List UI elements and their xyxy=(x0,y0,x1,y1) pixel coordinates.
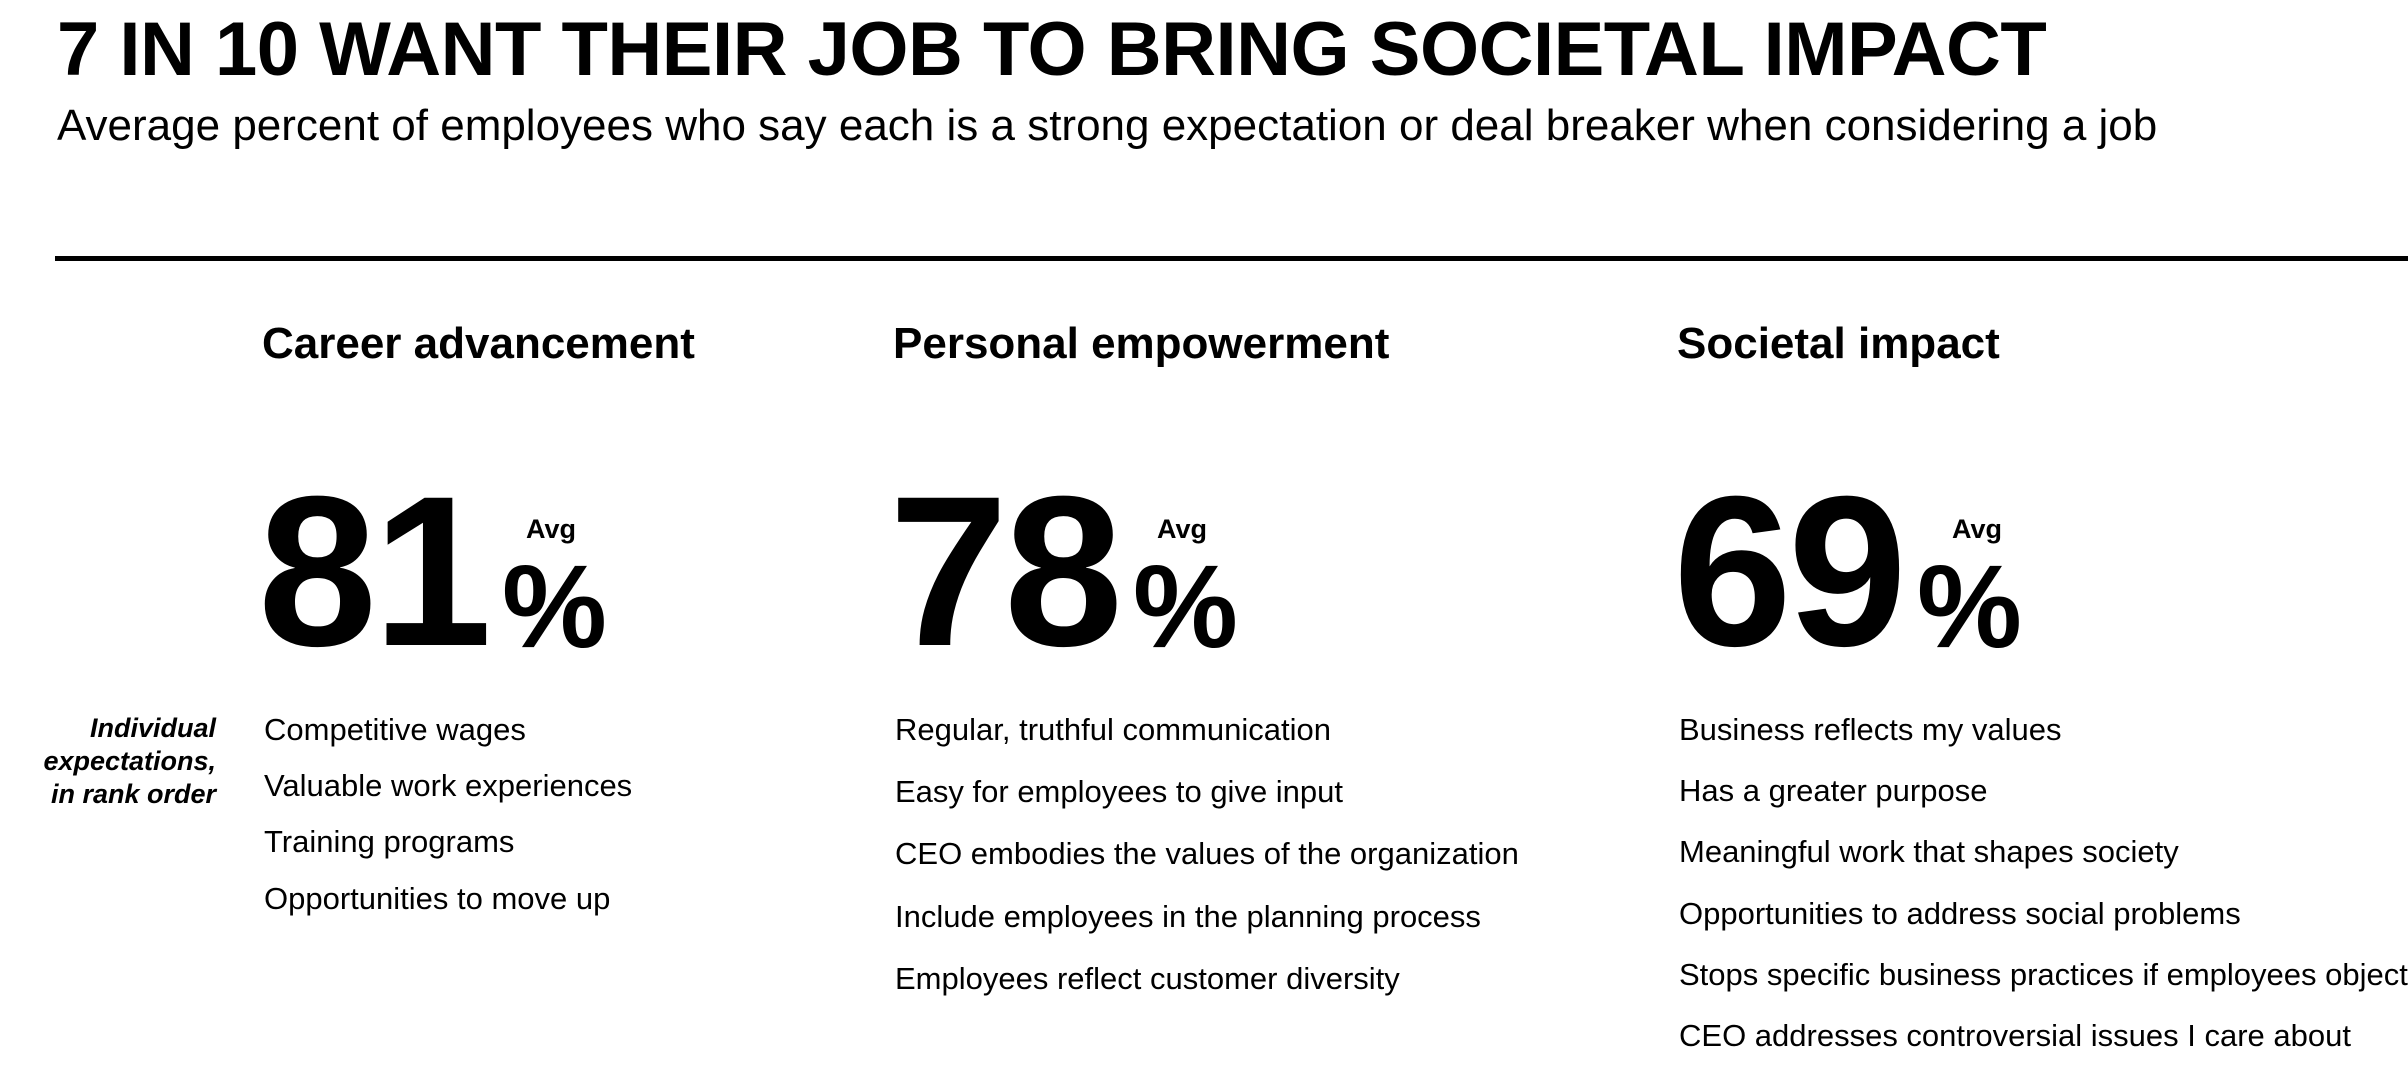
expectation-item: Employees reflect customer diversity xyxy=(895,960,1400,996)
percent-sign: % xyxy=(1133,541,1238,673)
row-label-line: expectations, xyxy=(43,745,216,776)
expectation-item: Training programs xyxy=(264,824,515,860)
expectation-list: Competitive wages Valuable work experien… xyxy=(264,711,632,917)
category-average-value: 78 xyxy=(889,452,1123,691)
category-title: Career advancement xyxy=(262,319,695,368)
expectation-item: Stops specific business practices if emp… xyxy=(1679,956,2408,992)
expectation-list: Regular, truthful communication Easy for… xyxy=(895,711,1519,997)
avg-label: Avg xyxy=(526,514,577,544)
expectation-item: Valuable work experiences xyxy=(264,768,633,804)
row-label-line: Individual xyxy=(89,713,216,743)
expectation-item: Include employees in the planning proces… xyxy=(895,898,1481,934)
percent-sign: % xyxy=(1917,541,2022,673)
expectation-item: Opportunities to address social problems xyxy=(1679,895,2241,931)
expectation-item: CEO embodies the values of the organizat… xyxy=(895,836,1519,872)
category-average-value: 81 xyxy=(258,452,492,691)
expectation-item: Business reflects my values xyxy=(1679,712,2062,747)
header-divider xyxy=(55,256,2408,261)
category-average-value: 69 xyxy=(1673,452,1907,691)
expectation-item: Easy for employees to give input xyxy=(895,774,1344,810)
expectation-item: Competitive wages xyxy=(264,712,526,747)
avg-label: Avg xyxy=(1952,514,2003,544)
chart-subtitle: Average percent of employees who say eac… xyxy=(57,101,2158,150)
chart-title: 7 IN 10 WANT THEIR JOB TO BRING SOCIETAL… xyxy=(57,7,2047,92)
expectation-item: Meaningful work that shapes society xyxy=(1679,834,2179,870)
row-label: Individual expectations, in rank order xyxy=(16,712,216,811)
category-title: Societal impact xyxy=(1677,319,2000,368)
expectation-item: Opportunities to move up xyxy=(264,880,611,916)
avg-label: Avg xyxy=(1157,514,1208,544)
row-label-line: in rank order xyxy=(50,778,216,809)
expectation-item: CEO addresses controversial issues I car… xyxy=(1679,1017,2351,1053)
category-title: Personal empowerment xyxy=(893,319,1390,368)
expectation-item: Has a greater purpose xyxy=(1679,773,1988,809)
expectation-list: Business reflects my values Has a greate… xyxy=(1679,711,2408,1054)
expectation-item: Regular, truthful communication xyxy=(895,712,1331,747)
percent-sign: % xyxy=(502,541,607,673)
